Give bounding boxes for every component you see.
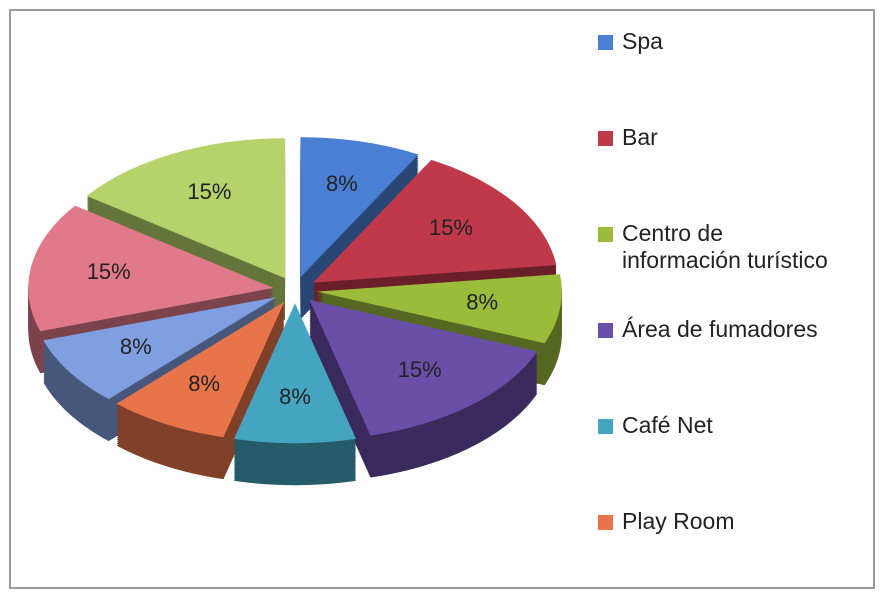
data-label: 15% xyxy=(187,179,231,204)
legend-item: Play Room xyxy=(598,508,838,600)
legend-label: Bar xyxy=(622,124,658,150)
slice xyxy=(116,301,285,438)
legend: Spa Bar Centro de información turístico Áre… xyxy=(598,28,838,600)
slice xyxy=(28,205,274,332)
slice-group xyxy=(309,299,538,478)
data-label: 15% xyxy=(398,357,442,382)
slice xyxy=(300,137,419,278)
data-label: 8% xyxy=(120,334,152,359)
slice-group xyxy=(234,303,356,486)
slice xyxy=(309,299,538,436)
data-label: 15% xyxy=(87,259,131,284)
legend-item: Café Net xyxy=(598,412,838,508)
legend-label: Centro de información turístico xyxy=(622,220,828,273)
data-label: 8% xyxy=(466,289,498,314)
slice xyxy=(86,138,286,279)
data-label: 8% xyxy=(188,371,220,396)
legend-label: Área de fumadores xyxy=(622,316,818,342)
legend-swatch xyxy=(598,419,613,434)
data-label: 8% xyxy=(279,384,311,409)
data-label: 15% xyxy=(429,215,473,240)
legend-item: Centro de información turístico xyxy=(598,220,838,316)
legend-label: Play Room xyxy=(622,508,735,534)
data-label: 8% xyxy=(326,171,358,196)
legend-swatch xyxy=(598,227,613,242)
slice xyxy=(316,274,562,344)
legend-swatch xyxy=(598,323,613,338)
legend-label: Café Net xyxy=(622,412,713,438)
legend-swatch xyxy=(598,515,613,530)
legend-label: Spa xyxy=(622,28,663,54)
legend-item: Bar xyxy=(598,124,838,220)
slice xyxy=(43,297,277,400)
slice xyxy=(313,159,557,283)
slice-group xyxy=(116,301,285,480)
legend-swatch xyxy=(598,131,613,146)
slice xyxy=(234,303,356,444)
legend-item: Spa xyxy=(598,28,838,124)
legend-swatch xyxy=(598,35,613,50)
legend-item: Área de fumadores xyxy=(598,316,838,412)
